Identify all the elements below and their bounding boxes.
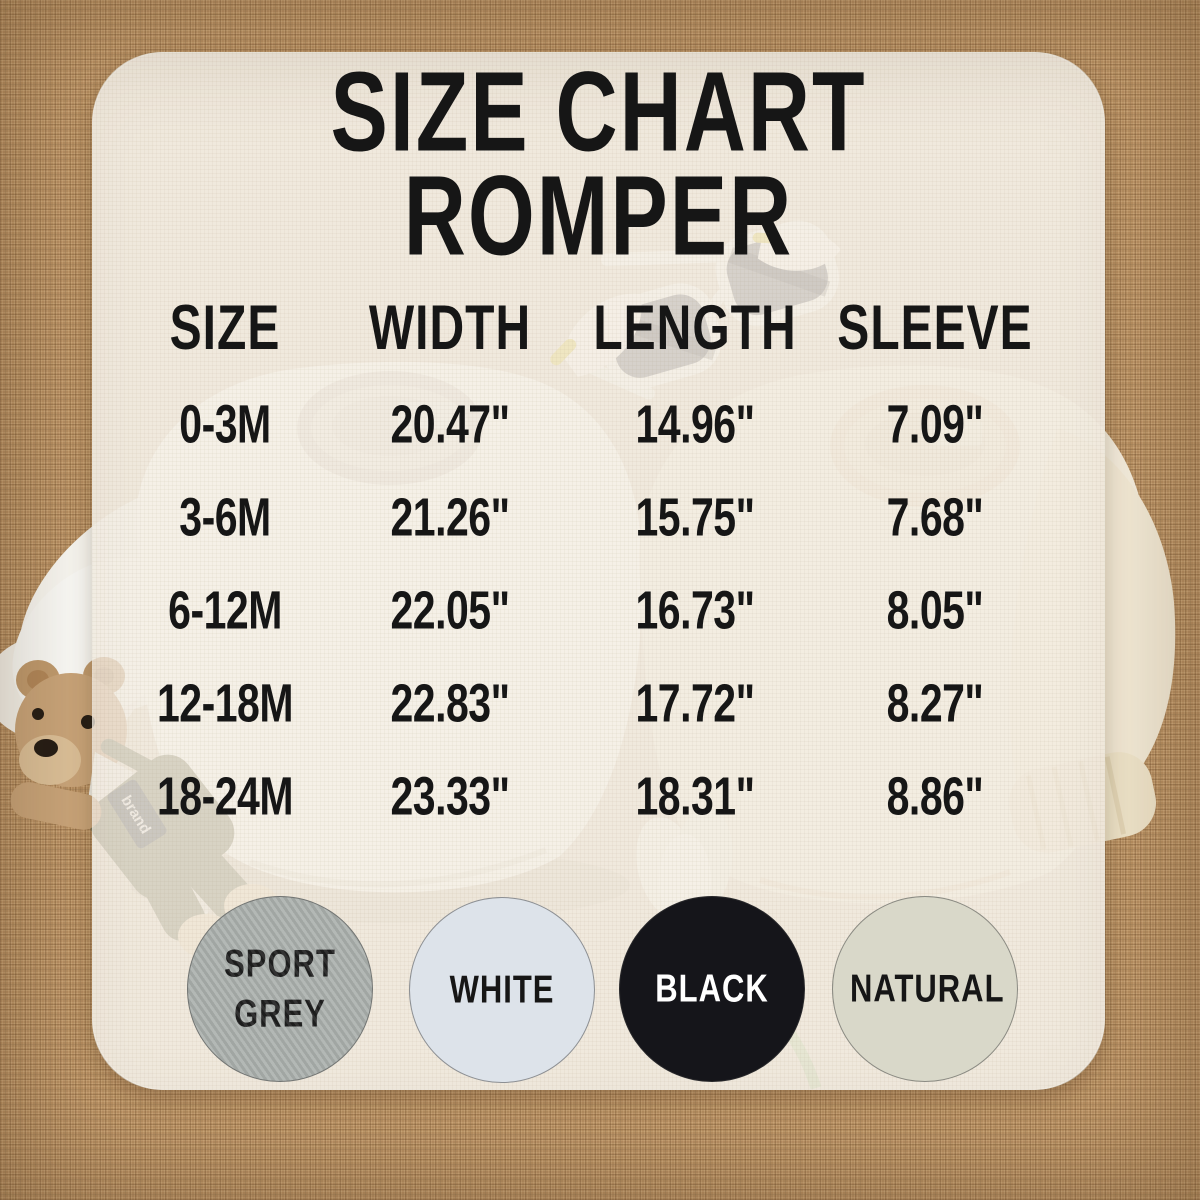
row-length: 16.73" bbox=[635, 579, 755, 641]
row-size: 18-24M bbox=[156, 765, 294, 827]
row-length: 17.72" bbox=[635, 672, 755, 734]
column-header-width: WIDTH bbox=[368, 293, 532, 363]
size-table: 0-3M 20.47" 14.96" 7.09" 3-6M 21.26" 15.… bbox=[140, 378, 1070, 843]
color-swatch-sport-grey: SPORT GREY bbox=[187, 896, 373, 1082]
row-width: 20.47" bbox=[390, 393, 510, 455]
page-title: SIZE CHART bbox=[330, 48, 867, 176]
title-block: SIZE CHART ROMPER bbox=[92, 49, 1105, 280]
row-width: 21.26" bbox=[390, 486, 510, 548]
color-swatch-natural: NATURAL bbox=[832, 896, 1018, 1082]
color-swatch-white: WHITE bbox=[409, 897, 595, 1083]
row-sleeve: 7.68" bbox=[886, 486, 984, 548]
column-header-length: LENGTH bbox=[593, 293, 797, 363]
row-sleeve: 7.09" bbox=[886, 393, 984, 455]
row-size: 6-12M bbox=[168, 579, 282, 641]
color-swatch-black: BLACK bbox=[619, 896, 805, 1082]
column-header-sleeve: SLEEVE bbox=[837, 293, 1033, 363]
row-length: 14.96" bbox=[635, 393, 755, 455]
row-sleeve: 8.27" bbox=[886, 672, 984, 734]
row-width: 23.33" bbox=[390, 765, 510, 827]
column-header-size: SIZE bbox=[169, 293, 281, 363]
page-subtitle: ROMPER bbox=[403, 152, 794, 280]
row-size: 3-6M bbox=[179, 486, 271, 548]
swatch-label: NATURAL bbox=[850, 966, 1005, 1011]
row-width: 22.05" bbox=[390, 579, 510, 641]
row-sleeve: 8.86" bbox=[886, 765, 984, 827]
row-size: 0-3M bbox=[179, 393, 271, 455]
row-length: 15.75" bbox=[635, 486, 755, 548]
row-sleeve: 8.05" bbox=[886, 579, 984, 641]
swatch-label: SPORT GREY bbox=[224, 941, 336, 1036]
row-length: 18.31" bbox=[635, 765, 755, 827]
swatch-label: BLACK bbox=[655, 966, 769, 1011]
row-size: 12-18M bbox=[156, 672, 294, 734]
swatch-label: WHITE bbox=[449, 967, 555, 1012]
row-width: 22.83" bbox=[390, 672, 510, 734]
table-header-row: SIZE WIDTH LENGTH SLEEVE bbox=[140, 293, 1070, 363]
